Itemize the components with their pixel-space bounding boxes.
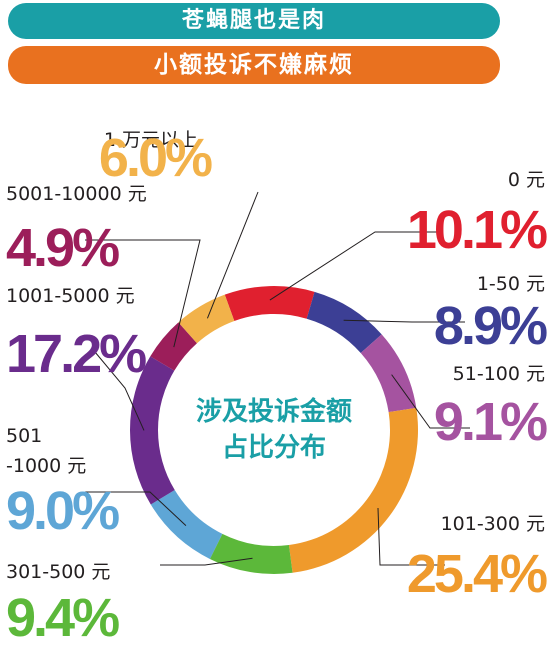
- slice-category-label: 1-50 元: [477, 273, 545, 295]
- leader-line: [206, 191, 259, 319]
- leader-line: [94, 351, 145, 431]
- headline-banner: 苍蝇腿也是肉: [8, 3, 500, 39]
- donut-slice: [150, 490, 223, 559]
- leader-line: [343, 319, 465, 323]
- leader-line: [85, 491, 187, 526]
- donut-slice: [224, 286, 315, 321]
- donut-slice: [306, 291, 382, 353]
- donut-slice: [129, 356, 175, 505]
- headline-subtitle: 小额投诉不嫌麻烦: [154, 52, 354, 78]
- leader-line: [377, 508, 445, 566]
- slice-category-label: 0 元: [508, 169, 545, 191]
- slice-percent-label: 8.9%: [434, 296, 547, 356]
- slice-percent-label: 25.4%: [407, 544, 547, 604]
- slice-percent-label: 6.0%: [99, 128, 212, 188]
- donut-slice: [209, 533, 293, 575]
- slice-percent-label: 9.1%: [434, 392, 547, 452]
- slice-category-label: 101-300 元: [441, 513, 545, 535]
- slice-category-label: 1001-5000 元: [6, 285, 135, 307]
- leader-lines: [85, 191, 470, 566]
- slice-category-label: 51-100 元: [453, 363, 545, 385]
- slice-category-label: 301-500 元: [6, 561, 110, 583]
- center-title-line-2: 占比分布: [222, 433, 326, 463]
- slice-percent-label: 9.0%: [6, 481, 119, 541]
- slice-category-label: 501 -1000 元: [6, 425, 86, 477]
- headline-title: 苍蝇腿也是肉: [181, 8, 326, 33]
- center-title-line-1: 涉及投诉金额: [196, 396, 352, 427]
- slice-labels: 0 元 10.1% 1-50 元8.9% 51-100 元 9.1% 101-300 元 2…: [6, 128, 550, 648]
- slice-category-label: 1 万元以上: [104, 129, 198, 151]
- slice-percent-label: 10.1%: [407, 200, 547, 260]
- slice-percent-label: 4.9%: [6, 218, 119, 278]
- donut-slice: [288, 407, 418, 573]
- donut-slices: [129, 286, 418, 575]
- donut-slice: [360, 334, 417, 413]
- subheadline-banner: 小额投诉不嫌麻烦: [8, 46, 500, 84]
- slice-category-label: 5001-10000 元: [6, 183, 147, 205]
- leader-line: [269, 231, 440, 301]
- leader-line: [85, 239, 201, 348]
- donut-slice: [178, 294, 235, 344]
- leader-line: [391, 374, 470, 429]
- slice-percent-label: 9.4%: [6, 588, 119, 648]
- leader-line: [160, 557, 253, 566]
- slice-percent-label: 17.2%: [6, 324, 146, 384]
